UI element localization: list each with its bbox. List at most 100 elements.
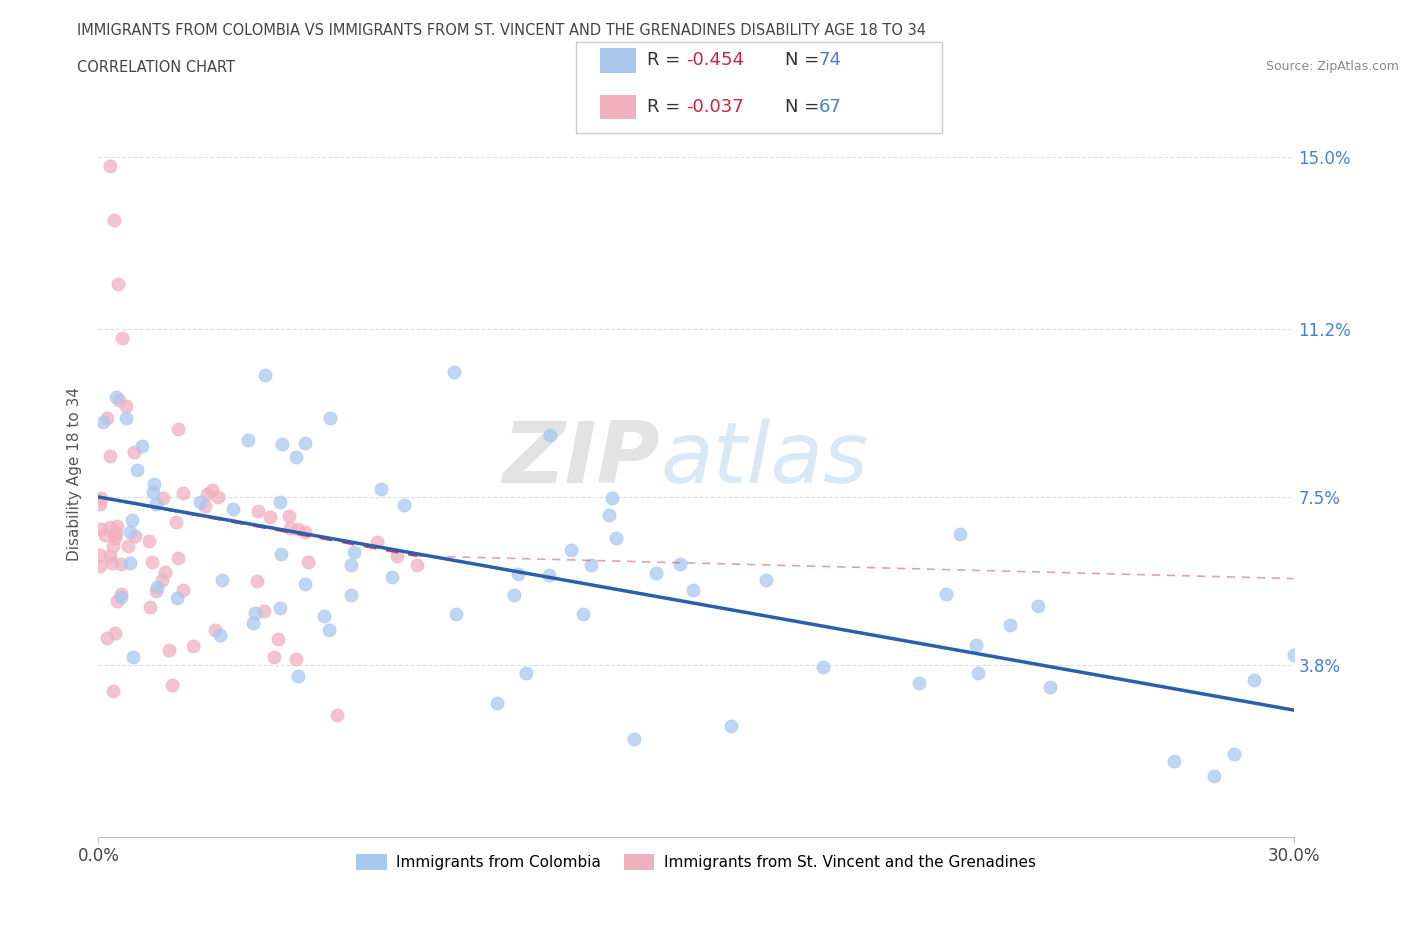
Point xyxy=(114,410,136,425)
Point xyxy=(538,428,561,443)
Point xyxy=(485,696,508,711)
Point xyxy=(153,565,176,580)
Point xyxy=(221,501,243,516)
Point xyxy=(269,495,291,510)
Point xyxy=(515,665,537,680)
Point xyxy=(366,535,388,550)
Point xyxy=(108,393,131,408)
Text: N =: N = xyxy=(785,98,824,116)
Point xyxy=(98,158,122,173)
Point xyxy=(142,477,165,492)
Point xyxy=(96,410,118,425)
Legend: Immigrants from Colombia, Immigrants from St. Vincent and the Grenadines: Immigrants from Colombia, Immigrants fro… xyxy=(350,848,1042,876)
Point xyxy=(966,666,988,681)
Point xyxy=(1202,768,1225,783)
Point xyxy=(392,498,415,512)
Point xyxy=(188,495,211,510)
Point xyxy=(444,606,467,621)
Point xyxy=(104,525,127,540)
Point xyxy=(598,507,620,522)
Point xyxy=(1243,672,1265,687)
Point xyxy=(385,549,409,564)
Text: atlas: atlas xyxy=(661,418,868,501)
Point xyxy=(381,569,404,584)
Point xyxy=(172,485,194,500)
Point xyxy=(104,531,127,546)
Point xyxy=(115,399,138,414)
Point xyxy=(319,410,342,425)
Text: CORRELATION CHART: CORRELATION CHART xyxy=(77,60,235,75)
Point xyxy=(94,527,117,542)
Point xyxy=(605,530,627,545)
Point xyxy=(195,486,218,501)
Point xyxy=(294,525,316,539)
Point xyxy=(105,390,128,405)
Point xyxy=(145,579,167,594)
Point xyxy=(145,583,167,598)
Point xyxy=(538,567,561,582)
Point xyxy=(138,534,160,549)
Point xyxy=(141,555,163,570)
Text: R =: R = xyxy=(647,98,686,116)
Point xyxy=(110,587,132,602)
Point xyxy=(1282,647,1305,662)
Point xyxy=(120,525,142,539)
Point xyxy=(139,599,162,614)
Point xyxy=(314,608,336,623)
Text: N =: N = xyxy=(785,51,824,70)
Point xyxy=(101,555,124,570)
Point xyxy=(90,490,112,505)
Point xyxy=(907,676,929,691)
Point xyxy=(110,556,132,571)
Point xyxy=(89,497,111,512)
Point xyxy=(443,365,465,379)
Point xyxy=(142,485,165,499)
Point xyxy=(1026,598,1049,613)
Point xyxy=(111,331,134,346)
Point xyxy=(181,639,204,654)
Point xyxy=(284,652,307,667)
Point xyxy=(287,669,309,684)
Point xyxy=(110,590,132,604)
Point xyxy=(340,557,363,572)
Point xyxy=(204,622,226,637)
Text: -0.454: -0.454 xyxy=(686,51,744,70)
Point xyxy=(579,557,602,572)
Point xyxy=(623,732,645,747)
Point xyxy=(166,551,188,565)
Text: Source: ZipAtlas.com: Source: ZipAtlas.com xyxy=(1265,60,1399,73)
Point xyxy=(270,437,292,452)
Point xyxy=(720,719,742,734)
Point xyxy=(103,528,125,543)
Point xyxy=(269,601,291,616)
Point xyxy=(98,549,121,564)
Point xyxy=(98,448,121,463)
Point xyxy=(406,558,429,573)
Point xyxy=(965,637,987,652)
Text: 67: 67 xyxy=(818,98,841,116)
Point xyxy=(246,573,269,588)
Point xyxy=(297,554,319,569)
Point xyxy=(571,607,593,622)
Point xyxy=(285,450,308,465)
Point xyxy=(118,555,141,570)
Point xyxy=(145,497,167,512)
Point xyxy=(242,616,264,631)
Point xyxy=(107,276,129,291)
Point xyxy=(1223,747,1246,762)
Point xyxy=(152,491,174,506)
Point xyxy=(998,618,1021,632)
Point xyxy=(90,522,112,537)
Point xyxy=(103,538,125,553)
Point xyxy=(294,577,316,591)
Point xyxy=(270,547,292,562)
Point xyxy=(1039,679,1062,694)
Point xyxy=(326,708,349,723)
Point xyxy=(201,483,224,498)
Point xyxy=(105,593,128,608)
Point xyxy=(318,622,340,637)
Point xyxy=(278,520,301,535)
Y-axis label: Disability Age 18 to 34: Disability Age 18 to 34 xyxy=(67,387,83,562)
Point xyxy=(157,643,180,658)
Text: 74: 74 xyxy=(818,51,841,70)
